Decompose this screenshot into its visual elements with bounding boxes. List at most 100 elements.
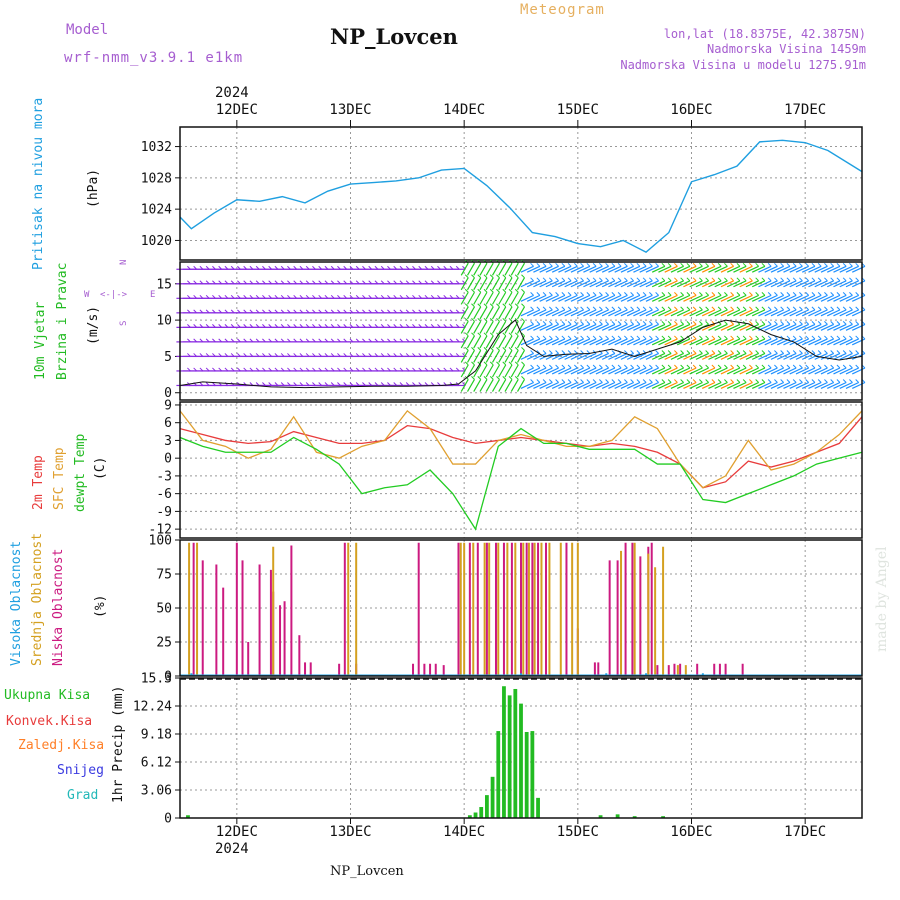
wind-barb bbox=[658, 323, 672, 331]
wind-barb bbox=[485, 306, 494, 320]
wind-barb bbox=[595, 323, 609, 331]
wind-barb bbox=[814, 323, 828, 331]
wind-barb bbox=[789, 381, 803, 389]
wind-barb bbox=[651, 338, 666, 346]
wind-barb bbox=[539, 280, 553, 288]
top-day-label: 16DEC bbox=[670, 102, 712, 118]
y-tick-label: 15 bbox=[156, 277, 172, 292]
wind-barb-head bbox=[674, 335, 678, 340]
wind-barb bbox=[614, 352, 628, 360]
wind-barb bbox=[491, 350, 501, 363]
wind-barb-head bbox=[536, 379, 541, 383]
y-tick-label: 5 bbox=[164, 350, 172, 365]
wind-barb bbox=[491, 379, 501, 392]
wind-barb bbox=[601, 265, 616, 273]
wind-barb-head bbox=[508, 317, 513, 322]
wind-barb bbox=[558, 323, 572, 331]
wind-barb-head bbox=[542, 379, 547, 383]
wind-barb bbox=[839, 338, 853, 346]
wind-barb-head bbox=[692, 350, 697, 354]
wind-barb-head bbox=[530, 277, 534, 282]
wind-barb-head bbox=[699, 277, 703, 282]
wind-barb bbox=[814, 265, 828, 273]
y-tick-label: -12 bbox=[149, 523, 172, 538]
wind-barb bbox=[639, 367, 653, 375]
wind-barb-head bbox=[496, 347, 500, 351]
wind-barb bbox=[776, 367, 791, 375]
wind-barb bbox=[776, 309, 791, 317]
wind-barb bbox=[764, 265, 778, 273]
wind-barb bbox=[526, 323, 541, 331]
wind-barb-head bbox=[686, 379, 691, 383]
temperature-panel: -12 -9 -6 -3 0 3 6 9 bbox=[149, 398, 863, 539]
wind-barb bbox=[733, 338, 747, 346]
wind-barb-head bbox=[567, 292, 572, 296]
wind-barb bbox=[683, 381, 697, 389]
compass-arrows: <-|-> bbox=[100, 290, 128, 300]
wind-barb-head bbox=[605, 364, 609, 369]
wind-barb-head bbox=[580, 321, 584, 325]
wind-barb bbox=[770, 265, 784, 273]
wind-barb-head bbox=[592, 379, 597, 383]
wind-barb-head bbox=[502, 376, 507, 380]
wind-barb bbox=[726, 338, 741, 346]
wind-barb-head bbox=[692, 306, 697, 311]
wind-barb bbox=[851, 352, 866, 360]
wind-barb-head bbox=[536, 350, 541, 354]
wind-barb-head bbox=[699, 364, 703, 369]
wind-barb bbox=[645, 352, 659, 360]
wind-barb bbox=[595, 338, 609, 346]
wind-barb-head bbox=[836, 277, 841, 282]
wind-barb bbox=[460, 350, 469, 363]
precip-bar bbox=[519, 703, 523, 818]
wind-barb bbox=[695, 294, 709, 302]
wind-barb bbox=[708, 323, 722, 331]
wind-barb bbox=[745, 309, 759, 317]
wind-barb-head bbox=[477, 303, 482, 308]
wind-barb-head bbox=[667, 335, 672, 340]
wind-barb-head bbox=[642, 364, 647, 369]
wind-barb bbox=[583, 323, 597, 331]
wind-barb bbox=[620, 381, 634, 389]
wind-barb bbox=[826, 367, 841, 375]
wind-barb-head bbox=[567, 379, 572, 383]
wind-barb-head bbox=[705, 364, 709, 369]
wind-barb bbox=[714, 323, 728, 331]
wind-barb-head bbox=[705, 277, 709, 282]
wind-barb bbox=[795, 352, 809, 360]
wind-barb bbox=[826, 280, 841, 288]
wind-barb bbox=[608, 367, 622, 375]
wind-barb bbox=[570, 381, 584, 389]
wind-barb-head bbox=[471, 376, 475, 380]
wind-barb bbox=[720, 338, 734, 346]
legend-graupel: Grad bbox=[67, 788, 98, 803]
wind-barb-head bbox=[686, 262, 691, 267]
wind-barb-head bbox=[836, 306, 841, 311]
wind-barb bbox=[473, 335, 482, 349]
wind-barb-head bbox=[717, 364, 722, 369]
wind-barb-head bbox=[471, 361, 475, 366]
wind-barb-head bbox=[724, 306, 728, 311]
wind-barb bbox=[576, 280, 591, 288]
wind-barb-head bbox=[514, 274, 519, 279]
cloud-label-low: Niska Oblacnost bbox=[51, 549, 66, 666]
wind-barb bbox=[533, 309, 547, 317]
wind-barb-head bbox=[611, 292, 616, 296]
wind-barb-head bbox=[630, 306, 634, 311]
wind-barb bbox=[758, 338, 772, 346]
wind-barb-head bbox=[792, 364, 797, 369]
wind-barb bbox=[664, 323, 678, 331]
wind-barb-head bbox=[599, 364, 603, 369]
wind-barb-head bbox=[530, 335, 534, 340]
wind-barb bbox=[814, 367, 828, 375]
wind-barb-head bbox=[661, 321, 666, 325]
wind-barb-head bbox=[774, 277, 778, 282]
wind-barb bbox=[664, 381, 678, 389]
model-label: Model bbox=[66, 22, 108, 38]
wind-barb-head bbox=[786, 379, 791, 383]
wind-barb-head bbox=[736, 277, 741, 282]
wind-barb bbox=[614, 294, 628, 302]
wind-barb bbox=[826, 294, 841, 302]
wind-barb-head bbox=[836, 350, 841, 354]
wind-barb bbox=[833, 323, 847, 331]
